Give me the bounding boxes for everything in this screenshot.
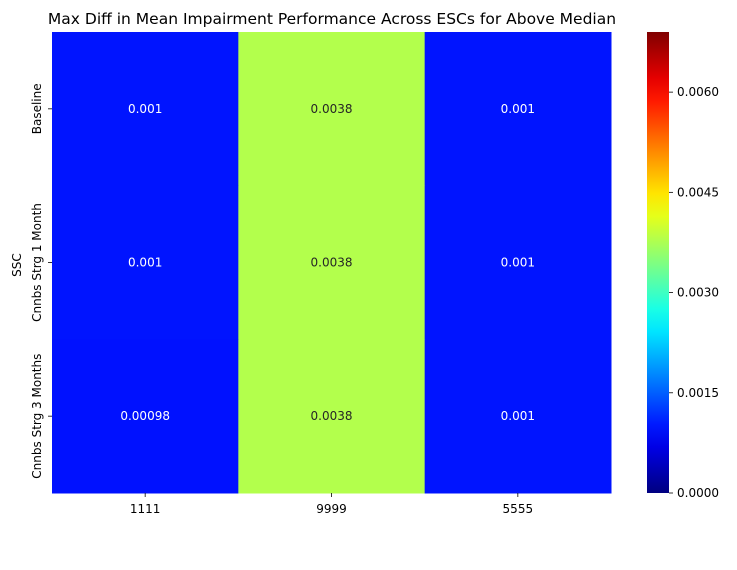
colorbar-tick-label: 0.0045 — [677, 185, 719, 199]
cell-annotation: 0.001 — [128, 256, 162, 270]
x-tick-label: 1111 — [130, 502, 161, 516]
heatmap-cell — [424, 32, 612, 187]
colorbar-gradient — [647, 32, 669, 493]
heatmap-cell — [424, 339, 612, 494]
x-axis: 1111 9999 5555 — [130, 493, 533, 516]
colorbar-tick-label: 0.0030 — [677, 286, 719, 300]
y-axis: Baseline Cnnbs Strg 1 Month Cnnbs Strg 3 M… — [30, 83, 52, 479]
heatmap-cell — [52, 185, 239, 340]
x-tick-label: 9999 — [316, 502, 347, 516]
heatmap-cell — [238, 185, 426, 340]
heatmap-cell — [424, 185, 612, 340]
colorbar-tick-label: 0.0060 — [677, 85, 719, 99]
cell-annotation: 0.001 — [128, 102, 162, 116]
cell-annotation: 0.001 — [501, 256, 535, 270]
y-axis-label: SSC — [10, 253, 24, 277]
heatmap-cells — [52, 32, 612, 494]
cell-annotation: 0.0038 — [311, 256, 353, 270]
colorbar-tick-label: 0.0000 — [677, 486, 719, 500]
colorbar-tick-label: 0.0015 — [677, 386, 719, 400]
x-tick-label: 5555 — [503, 502, 534, 516]
cell-annotation: 0.001 — [501, 409, 535, 423]
heatmap-cell — [52, 339, 239, 494]
cell-annotation: 0.00098 — [120, 409, 170, 423]
chart-title: Max Diff in Mean Impairment Performance … — [48, 10, 616, 28]
cell-annotation: 0.0038 — [311, 102, 353, 116]
colorbar: 0.0000 0.0015 0.0030 0.0045 0.0060 — [647, 32, 719, 500]
heatmap-cell — [238, 32, 426, 187]
y-tick-label: Baseline — [30, 83, 44, 134]
y-tick-label: Cnnbs Strg 1 Month — [30, 203, 44, 322]
cell-annotation: 0.001 — [501, 102, 535, 116]
cell-annotation: 0.0038 — [311, 409, 353, 423]
y-tick-label: Cnnbs Strg 3 Months — [30, 354, 44, 479]
heatmap-cell — [52, 32, 239, 187]
cell-annotations: 0.001 0.0038 0.001 0.001 0.0038 0.001 0.00098 0… — [120, 102, 535, 423]
heatmap-cell — [238, 339, 426, 494]
